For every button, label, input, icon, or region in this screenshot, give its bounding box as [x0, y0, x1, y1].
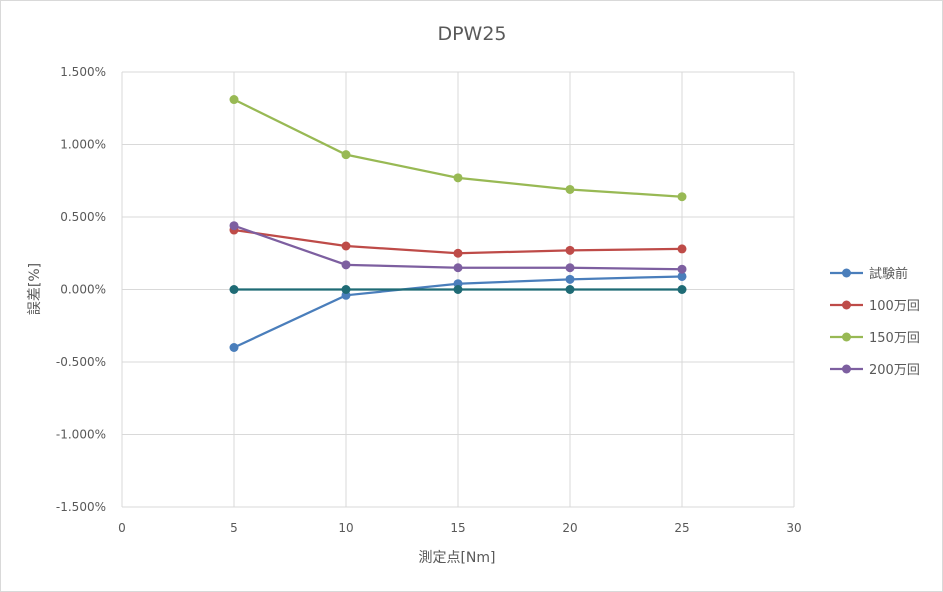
data-point	[453, 248, 463, 258]
legend: 試験前 100万回 150万回 200万回	[830, 266, 920, 378]
y-tick-labels: -1.500% -1.000% -0.500% 0.000% 0.500% 1.000% 1…	[56, 65, 106, 514]
data-point	[565, 245, 575, 255]
x-tick-label: 20	[562, 521, 577, 535]
data-point	[229, 221, 239, 231]
data-point	[229, 95, 239, 105]
y-tick-label: 0.000%	[60, 283, 106, 297]
legend-swatch-marker	[842, 300, 851, 310]
y-tick-label: 0.500%	[60, 210, 106, 224]
legend-label: 150万回	[869, 331, 920, 346]
series-2	[229, 95, 687, 202]
data-point	[677, 244, 687, 254]
x-tick-label: 5	[230, 521, 238, 535]
legend-item: 100万回	[830, 299, 920, 314]
reference-point	[341, 285, 351, 294]
data-series	[229, 95, 687, 352]
legend-item: 試験前	[830, 266, 908, 282]
data-point	[341, 241, 351, 251]
data-point	[565, 274, 575, 284]
legend-swatch-marker	[842, 332, 851, 342]
data-point	[565, 263, 575, 273]
reference-point	[229, 285, 239, 294]
y-tick-label: -0.500%	[56, 355, 106, 369]
data-point	[565, 184, 575, 194]
reference-point	[677, 285, 687, 294]
x-tick-labels: 0 5 10 15 20 25 30	[118, 521, 801, 535]
legend-item: 200万回	[830, 363, 920, 378]
y-axis-title: 誤差[%]	[27, 263, 43, 315]
reference-point	[565, 285, 575, 294]
data-point	[677, 192, 687, 202]
data-point	[677, 271, 687, 281]
legend-item: 150万回	[830, 331, 920, 346]
legend-swatch-marker	[842, 268, 851, 278]
y-tick-label: -1.500%	[56, 500, 106, 514]
data-point	[453, 263, 463, 273]
x-tick-label: 30	[786, 521, 801, 535]
x-axis-title: 測定点[Nm]	[418, 550, 495, 566]
data-point	[341, 260, 351, 270]
x-tick-label: 25	[674, 521, 689, 535]
legend-label: 試験前	[869, 266, 908, 282]
legend-label: 200万回	[869, 363, 920, 378]
x-tick-label: 10	[338, 521, 353, 535]
chart-title: DPW25	[437, 23, 506, 45]
reference-point	[453, 285, 463, 294]
data-point	[229, 343, 239, 352]
y-tick-label: 1.500%	[60, 65, 106, 79]
x-tick-label: 15	[450, 521, 465, 535]
y-tick-label: -1.000%	[56, 428, 106, 442]
y-tick-label: 1.000%	[60, 138, 106, 152]
x-tick-label: 0	[118, 521, 126, 535]
series-3	[229, 221, 687, 274]
data-point	[677, 264, 687, 274]
legend-label: 100万回	[869, 299, 920, 314]
reference-series	[229, 285, 687, 294]
data-point	[341, 150, 351, 160]
data-point	[453, 173, 463, 183]
legend-swatch-marker	[842, 364, 851, 374]
